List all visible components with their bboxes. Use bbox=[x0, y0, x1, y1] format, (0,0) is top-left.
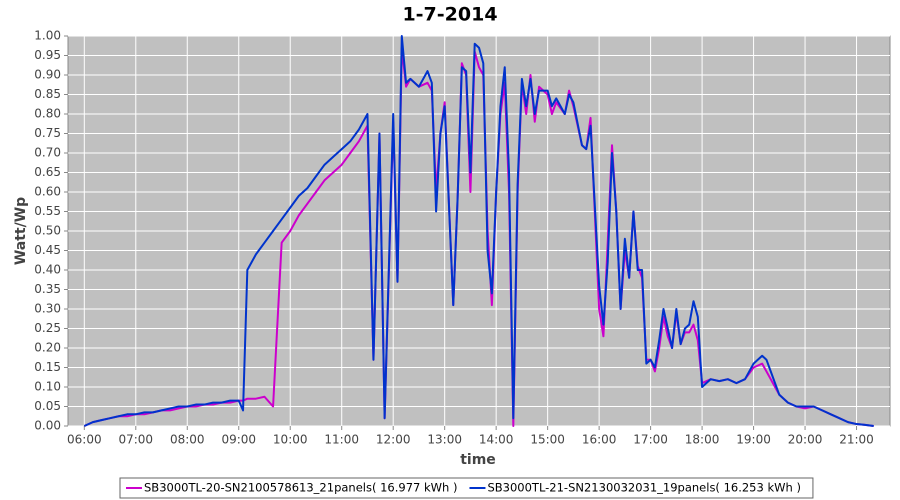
y-tick-label: 0.40 bbox=[34, 263, 61, 277]
y-tick-label: 0.35 bbox=[34, 282, 61, 296]
y-tick-label: 0.75 bbox=[34, 126, 61, 140]
y-tick-label: 0.25 bbox=[34, 321, 61, 335]
x-tick-label: 11:00 bbox=[324, 433, 359, 447]
x-tick-label: 17:00 bbox=[633, 433, 668, 447]
y-tick-label: 0.10 bbox=[34, 380, 61, 394]
y-tick-label: 0.05 bbox=[34, 399, 61, 413]
legend-box bbox=[119, 477, 814, 499]
y-tick-label: 0.30 bbox=[34, 302, 61, 316]
x-tick-label: 06:00 bbox=[67, 433, 102, 447]
x-tick-label: 08:00 bbox=[170, 433, 205, 447]
x-tick-label: 20:00 bbox=[788, 433, 823, 447]
series-line bbox=[83, 35, 874, 427]
y-axis-label: Watt/Wp bbox=[13, 197, 29, 265]
y-tick-label: 0.45 bbox=[34, 243, 61, 257]
y-tick-label: 0.60 bbox=[34, 185, 61, 199]
y-tick-label: 0.50 bbox=[34, 224, 61, 238]
legend-label: SB3000TL-21-SN2130032031_19panels( 16.25… bbox=[487, 481, 800, 495]
x-tick-label: 16:00 bbox=[582, 433, 617, 447]
x-tick-label: 14:00 bbox=[479, 433, 514, 447]
y-tick-label: 0.80 bbox=[34, 107, 61, 121]
x-tick-label: 19:00 bbox=[736, 433, 771, 447]
y-tick-label: 0.85 bbox=[34, 87, 61, 101]
y-tick-label: 0.95 bbox=[34, 48, 61, 62]
x-tick-label: 07:00 bbox=[118, 433, 153, 447]
y-tick-label: 0.65 bbox=[34, 165, 61, 179]
y-tick-label: 0.15 bbox=[34, 360, 61, 374]
x-tick-label: 10:00 bbox=[273, 433, 308, 447]
legend: SB3000TL-20-SN2100578613_21panels( 16.97… bbox=[119, 477, 814, 499]
chart-title: 1-7-2014 bbox=[402, 4, 497, 26]
y-tick-label: 0.90 bbox=[34, 68, 61, 82]
y-tick-label: 0.70 bbox=[34, 146, 61, 160]
x-axis-label: time bbox=[460, 452, 496, 468]
y-tick-label: 1.00 bbox=[34, 29, 61, 43]
x-tick-label: 21:00 bbox=[839, 433, 874, 447]
y-tick-label: 0.20 bbox=[34, 341, 61, 355]
x-tick-label: 15:00 bbox=[530, 433, 565, 447]
x-tick-label: 13:00 bbox=[427, 433, 462, 447]
legend-label: SB3000TL-20-SN2100578613_21panels( 16.97… bbox=[144, 481, 457, 495]
x-tick-label: 18:00 bbox=[685, 433, 720, 447]
y-tick-label: 0.00 bbox=[34, 419, 61, 433]
x-tick-label: 09:00 bbox=[221, 433, 256, 447]
y-tick-label: 0.55 bbox=[34, 204, 61, 218]
x-tick-label: 12:00 bbox=[376, 433, 411, 447]
